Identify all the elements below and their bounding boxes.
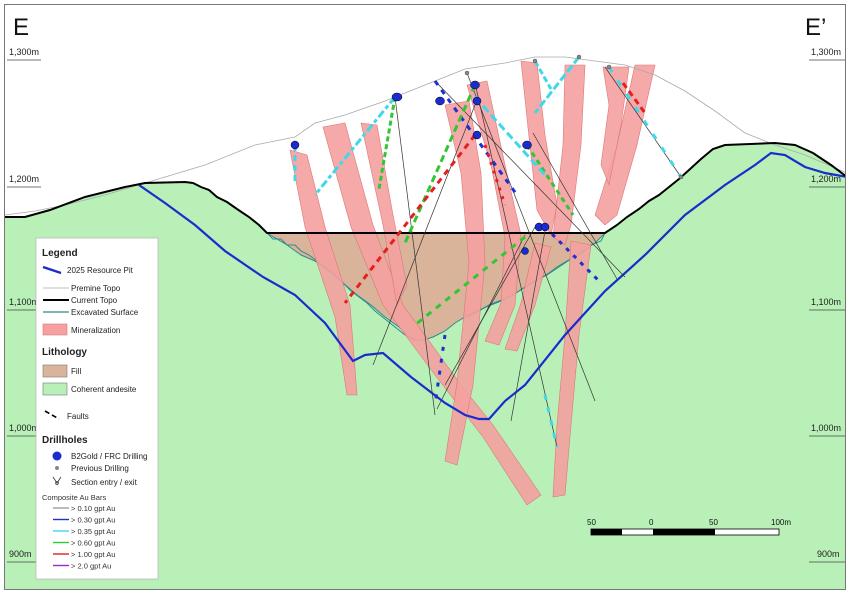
cross-section-frame: E E’ 1,300m 1,200m 1,100m 1,000m 900m 1,… — [4, 4, 846, 590]
scale-label-50-right: 50 — [709, 518, 718, 527]
grade-label-3: > 0.60 gpt Au — [71, 539, 115, 548]
scale-label-0: 0 — [649, 518, 654, 527]
legend-panel: Legend 2025 Resource Pit Premine Topo Cu… — [35, 237, 159, 580]
legend-section-entry: Section entry / exit — [71, 478, 138, 487]
legend-resource-pit: 2025 Resource Pit — [67, 266, 134, 275]
elevation-labels-right: 1,300m 1,200m 1,100m 1,000m 900m — [809, 47, 845, 563]
grade-label-0: > 0.10 gpt Au — [71, 504, 115, 513]
legend-fill: Fill — [71, 367, 81, 376]
legend-previous-drilling: Previous Drilling — [71, 464, 129, 473]
legend-b2gold-drilling: B2Gold / FRC Drilling — [71, 452, 147, 461]
elev-1000-right: 1,000m — [811, 423, 841, 433]
grade-label-2: > 0.35 gpt Au — [71, 527, 115, 536]
elevation-labels-left: 1,300m 1,200m 1,100m 1,000m 900m — [7, 47, 41, 563]
grade-label-5: > 2.0 gpt Au — [71, 562, 111, 571]
elev-1300-left: 1,300m — [9, 47, 39, 57]
legend-composite-title: Composite Au Bars — [42, 493, 106, 502]
legend-faults: Faults — [67, 412, 89, 421]
legend-excavated-surface: Excavated Surface — [71, 308, 139, 317]
current-topo-line — [5, 141, 845, 234]
legend-mineralization: Mineralization — [71, 326, 120, 335]
scale-bar: 50 0 50 100m — [587, 518, 791, 536]
elev-1200-right: 1,200m — [811, 174, 841, 184]
elev-1100-left: 1,100m — [9, 297, 39, 307]
scale-label-100m: 100m — [771, 518, 791, 527]
legend-title: Legend — [42, 248, 78, 259]
elev-900-left: 900m — [9, 549, 32, 559]
resource-pit-line — [138, 151, 845, 421]
legend-premine-topo: Premine Topo — [71, 284, 121, 293]
elev-1000-left: 1,000m — [9, 423, 39, 433]
grade-label-4: > 1.00 gpt Au — [71, 550, 115, 559]
cross-section-svg: E E’ 1,300m 1,200m 1,100m 1,000m 900m 1,… — [5, 14, 845, 589]
b2gold-collar-icon — [52, 451, 62, 461]
previous-drilling-icon — [55, 466, 59, 470]
fault-lines — [372, 66, 682, 448]
section-label-right: E’ — [805, 14, 826, 41]
grade-list: > 0.10 gpt Au > 0.30 gpt Au > 0.35 gpt Au >… — [53, 504, 115, 571]
elev-1300-right: 1,300m — [811, 47, 841, 57]
elev-1200-left: 1,200m — [9, 174, 39, 184]
b2gold-collars — [290, 80, 550, 255]
section-label-left: E — [13, 14, 29, 41]
grade-label-1: > 0.30 gpt Au — [71, 516, 115, 525]
elev-900-right: 900m — [817, 549, 840, 559]
elev-1100-right: 1,100m — [811, 297, 841, 307]
scale-label-50-left: 50 — [587, 518, 596, 527]
legend-coherent-andesite: Coherent andesite — [71, 385, 137, 394]
previous-drilling-collars — [464, 54, 684, 180]
legend-drillholes-title: Drillholes — [42, 435, 88, 446]
coherent-andesite-area — [5, 143, 845, 589]
legend-current-topo: Current Topo — [71, 296, 118, 305]
legend-lithology-title: Lithology — [42, 347, 87, 358]
